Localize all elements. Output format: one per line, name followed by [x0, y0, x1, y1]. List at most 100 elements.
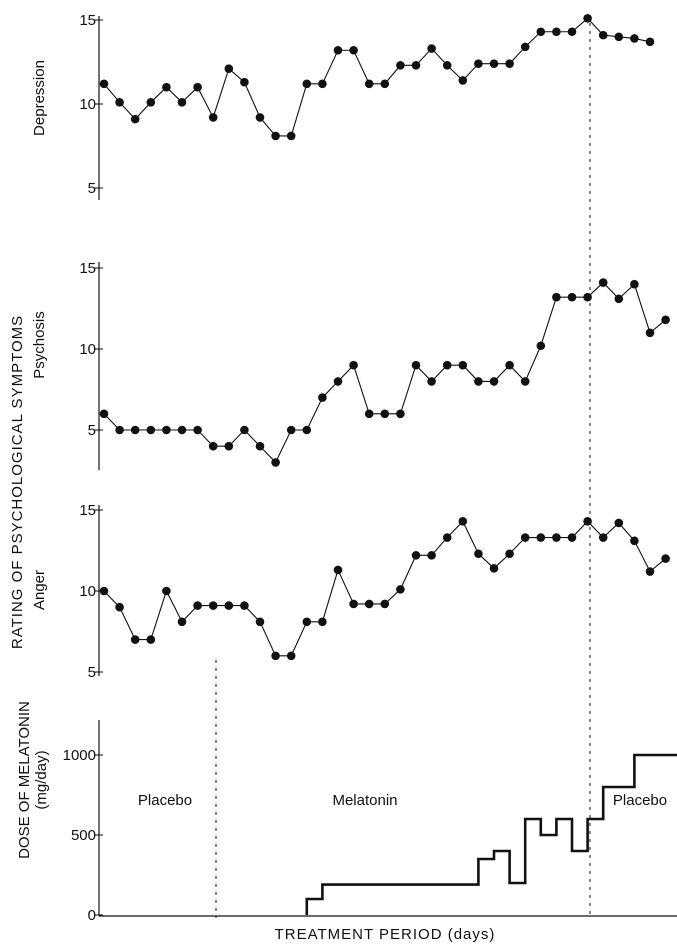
anger-point-10: [240, 601, 249, 610]
depression-point-14: [302, 79, 312, 89]
psychosis-point-15: [318, 393, 327, 402]
anger-point-2: [115, 602, 124, 612]
depression-point-24: [458, 76, 468, 85]
anger-point-23: [442, 533, 452, 542]
depression-point-34: [614, 32, 624, 42]
depression-point-28: [520, 42, 530, 52]
anger-point-3: [130, 635, 140, 644]
anger-point-5: [162, 586, 171, 596]
anger-point-13: [286, 651, 296, 661]
anger-point-1: [99, 586, 109, 596]
anger-point-33: [598, 533, 608, 542]
depression-point-6: [177, 98, 187, 107]
anger-point-26: [489, 564, 499, 573]
panel-dose: DOSE OF MELATONIN (mg/day) Placebo Melat…: [16, 701, 677, 917]
depression-point-25: [474, 59, 483, 68]
psychosis-point-24: [458, 360, 468, 370]
psychosis-point-32: [583, 292, 592, 302]
anger-point-19: [380, 599, 390, 609]
anger-point-9: [224, 601, 234, 610]
depression-point-4: [146, 98, 156, 107]
depression-point-13: [286, 131, 296, 141]
dose-y-unit: (mg/day): [33, 750, 50, 809]
psychosis-tick-label-10: 10: [79, 341, 96, 358]
psychosis-point-10: [240, 425, 249, 435]
anger-point-14: [302, 617, 312, 627]
anger-series-line: [103, 520, 666, 657]
panel-psychosis: Psychosis: [31, 262, 100, 470]
dose-step-line: [305, 753, 677, 915]
depression-point-29: [536, 27, 546, 37]
psychosis-point-30: [552, 292, 561, 302]
psychosis-point-9: [224, 441, 234, 451]
anger-point-32: [583, 517, 592, 526]
depression-point-23: [442, 61, 452, 70]
psychosis-point-7: [193, 425, 202, 435]
psychosis-point-29: [536, 341, 546, 351]
depression-y-label: Depression: [31, 60, 48, 136]
psychosis-point-35: [630, 279, 639, 289]
depression-series-line: [103, 17, 651, 137]
depression-point-33: [598, 30, 608, 40]
chart-marks: 5 10 15 5 10 15 5 10 15 0 500 1000: [63, 12, 677, 924]
anger-point-27: [505, 549, 514, 559]
depression-point-9: [224, 64, 234, 74]
depression-point-7: [193, 82, 202, 92]
x-axis-label: TREATMENT PERIOD (days): [275, 926, 496, 943]
shared-y-label: RATING OF PSYCHOLOGICAL SYMPTOMS: [9, 315, 26, 649]
depression-point-26: [489, 59, 499, 68]
depression-point-12: [271, 131, 280, 141]
anger-point-37: [661, 554, 670, 563]
depression-point-3: [130, 114, 140, 124]
anger-point-22: [427, 551, 436, 560]
anger-point-24: [458, 517, 468, 526]
depression-tick-label-5: 5: [88, 180, 96, 197]
psychosis-point-34: [614, 294, 624, 304]
depression-point-11: [255, 113, 265, 122]
psychosis-point-19: [380, 409, 390, 419]
psychosis-point-25: [474, 377, 483, 386]
depression-tick-label-15: 15: [79, 12, 96, 29]
psychosis-point-36: [645, 328, 655, 338]
psychosis-point-8: [208, 441, 218, 451]
depression-point-31: [567, 27, 577, 37]
anger-point-4: [146, 635, 156, 644]
dose-y-label: DOSE OF MELATONIN: [16, 701, 33, 859]
dose-tick-label-500: 500: [71, 827, 96, 844]
depression-point-15: [318, 79, 327, 89]
psychosis-point-27: [505, 360, 514, 370]
depression-point-35: [630, 34, 639, 43]
anger-tick-label-5: 5: [88, 664, 96, 681]
phase-label-melatonin: Melatonin: [332, 792, 397, 809]
depression-point-22: [427, 44, 436, 53]
depression-point-27: [505, 59, 514, 68]
depression-point-20: [396, 61, 405, 70]
anger-point-34: [614, 518, 624, 528]
depression-point-8: [208, 113, 218, 122]
anger-point-11: [255, 617, 265, 627]
anger-point-20: [396, 585, 405, 594]
anger-point-29: [536, 533, 546, 542]
dose-tick-label-1000: 1000: [63, 747, 96, 764]
anger-point-15: [318, 617, 327, 627]
depression-tick-label-10: 10: [79, 96, 96, 113]
psychosis-tick-label-15: 15: [79, 260, 96, 277]
depression-point-36: [645, 37, 655, 47]
depression-point-1: [99, 79, 109, 89]
depression-point-18: [364, 79, 374, 89]
psychosis-point-37: [661, 315, 670, 325]
anger-point-8: [208, 601, 218, 610]
anger-point-31: [567, 533, 577, 542]
anger-point-25: [474, 549, 483, 559]
depression-point-16: [333, 45, 343, 55]
psychosis-point-28: [520, 377, 530, 386]
panel-depression: Depression: [31, 16, 100, 200]
phase-label-placebo-1: Placebo: [138, 792, 192, 809]
anger-point-35: [630, 536, 639, 546]
depression-point-19: [380, 79, 390, 89]
anger-point-6: [177, 617, 187, 627]
anger-point-12: [271, 651, 280, 661]
anger-tick-label-10: 10: [79, 583, 96, 600]
psychosis-point-2: [115, 425, 124, 435]
